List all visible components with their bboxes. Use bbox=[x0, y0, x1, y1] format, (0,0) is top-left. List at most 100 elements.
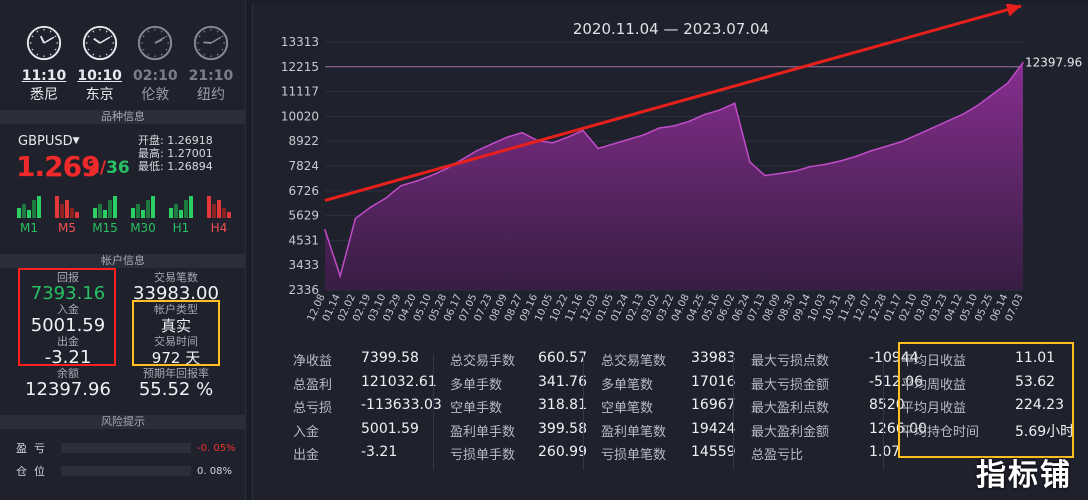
trend-bars-icon bbox=[53, 192, 81, 218]
clock-hour-hand bbox=[92, 37, 101, 44]
clock-time: 21:10 bbox=[188, 68, 234, 84]
timeframe-m30[interactable]: M30 bbox=[128, 192, 158, 235]
last-value-label: 12397.96 bbox=[1025, 56, 1082, 70]
equity-point bbox=[991, 93, 994, 96]
timeframe-m15[interactable]: M15 bbox=[90, 192, 120, 235]
stats-row: 亏损单笔数 14559 bbox=[601, 444, 736, 468]
y-tick-label: 12215 bbox=[281, 60, 319, 74]
deposit-value: 5001.59 bbox=[30, 315, 106, 336]
section-header-account: 帐户信息 bbox=[0, 254, 246, 268]
timeframe-label: M1 bbox=[20, 221, 38, 235]
stat-label: 总交易笔数 bbox=[601, 354, 667, 369]
timeframe-m1[interactable]: M1 bbox=[14, 192, 44, 235]
clock-icon bbox=[82, 25, 117, 61]
stat-value: 121032.61 bbox=[361, 373, 437, 390]
timeframe-m5[interactable]: M5 bbox=[52, 192, 82, 235]
stat-label: 平均月收益 bbox=[901, 401, 967, 416]
stat-label: 入金 bbox=[293, 424, 320, 440]
stats-row: 总交易笔数 33983 bbox=[601, 350, 736, 374]
stats-row: 总交易手数 660.57 bbox=[450, 350, 587, 374]
clock-tick bbox=[54, 35, 57, 38]
stat-value: 8520 bbox=[869, 397, 905, 413]
stat-value: -113633.03 bbox=[361, 397, 442, 413]
stats-row: 多单笔数 17016 bbox=[601, 374, 736, 398]
clock-tick bbox=[49, 53, 52, 56]
column-divider bbox=[733, 354, 734, 470]
timeframe-label: H1 bbox=[172, 221, 190, 235]
ohl-info: 开盘: 1.26918 最高: 1.27001 最低: 1.26894 bbox=[138, 134, 213, 173]
timeframe-h4[interactable]: H4 bbox=[204, 192, 234, 235]
highlight-box-stats bbox=[898, 342, 1074, 458]
equity-point bbox=[976, 104, 979, 107]
equity-point bbox=[946, 120, 948, 123]
timeframe-h1[interactable]: H1 bbox=[166, 192, 196, 235]
balance-label: 余额 bbox=[57, 367, 79, 380]
risk-position-row: 仓 位 0. 08% bbox=[16, 463, 236, 479]
timeframe-label: M15 bbox=[92, 221, 118, 235]
price-suffix-sep: / bbox=[99, 158, 107, 178]
clock-face bbox=[82, 25, 117, 61]
equity-point bbox=[688, 120, 690, 123]
stats-row: 亏损单手数 260.99 bbox=[450, 444, 587, 468]
clock-tick bbox=[87, 48, 90, 51]
column-divider bbox=[583, 354, 584, 470]
equity-point bbox=[430, 174, 433, 177]
trades-value: 33983.00 bbox=[133, 283, 219, 304]
clock-tick bbox=[36, 30, 39, 33]
stat-value: 260.99 bbox=[538, 444, 587, 460]
stat-label: 总交易手数 bbox=[450, 354, 516, 369]
equity-point bbox=[794, 170, 797, 172]
symbol-name: GBPUSD bbox=[18, 134, 73, 149]
stat-value: 318.81 bbox=[538, 397, 587, 413]
stat-value: 11.01 bbox=[1015, 350, 1056, 366]
timeframe-label: M30 bbox=[130, 221, 156, 235]
clock-tick bbox=[165, 48, 168, 51]
trades-label: 交易笔数 bbox=[154, 271, 198, 284]
stat-value: 14559 bbox=[691, 444, 736, 460]
stat-label: 平均周收益 bbox=[901, 377, 967, 393]
stat-label: 总亏损 bbox=[293, 401, 333, 416]
risk-pnl-label: 盈 亏 bbox=[16, 442, 45, 455]
stat-label: 最大盈利点数 bbox=[751, 401, 830, 416]
equity-point bbox=[809, 165, 812, 168]
clock-tick bbox=[49, 30, 52, 33]
stat-label: 亏损单手数 bbox=[450, 448, 516, 463]
clock-tick bbox=[31, 35, 34, 38]
stats-row: 空单手数 318.81 bbox=[450, 397, 587, 421]
symbol-selector[interactable]: GBPUSD▼ bbox=[18, 134, 80, 149]
clock-tick bbox=[110, 35, 113, 38]
stat-label: 最大亏损点数 bbox=[751, 354, 830, 369]
equity-point bbox=[733, 102, 736, 105]
return-value: 7393.16 bbox=[30, 283, 106, 304]
equity-point bbox=[475, 149, 478, 152]
stats-row: 平均月收益 224.23 bbox=[901, 397, 1074, 421]
clock-face bbox=[26, 25, 62, 61]
equity-point bbox=[324, 229, 326, 231]
stat-value: -3.21 bbox=[361, 444, 398, 460]
clock-minute-hand bbox=[210, 36, 222, 44]
stats-row: 最大亏损金额 -512.06 bbox=[751, 374, 927, 398]
stat-value: 53.62 bbox=[1015, 373, 1056, 390]
equity-point bbox=[445, 168, 448, 170]
stats-column: 总交易手数 660.57 多单手数 341.76 空单手数 318.81 盈利单手数 399.… bbox=[450, 350, 587, 468]
stat-value: -512.06 bbox=[869, 373, 924, 390]
column-divider bbox=[433, 354, 434, 470]
clock-tick bbox=[31, 48, 34, 51]
equity-point bbox=[718, 109, 721, 111]
column-divider bbox=[883, 354, 884, 470]
clock-tick bbox=[203, 30, 206, 33]
clock-london: 02:10 伦敦 bbox=[131, 24, 179, 104]
clock-icon bbox=[138, 25, 173, 61]
stat-value: 5001.59 bbox=[361, 420, 419, 437]
highlight-box-yellow bbox=[132, 300, 220, 366]
clock-tick bbox=[36, 53, 39, 56]
stat-label: 出金 bbox=[293, 448, 320, 463]
equity-point bbox=[354, 217, 357, 220]
clock-tick bbox=[142, 35, 145, 38]
return-label: 回报 bbox=[57, 271, 79, 284]
clock-tick bbox=[216, 30, 219, 33]
equity-point bbox=[870, 149, 873, 152]
clock-tick bbox=[221, 35, 224, 38]
clock-time: 11:10 bbox=[21, 68, 67, 84]
clock-icon bbox=[26, 25, 62, 61]
